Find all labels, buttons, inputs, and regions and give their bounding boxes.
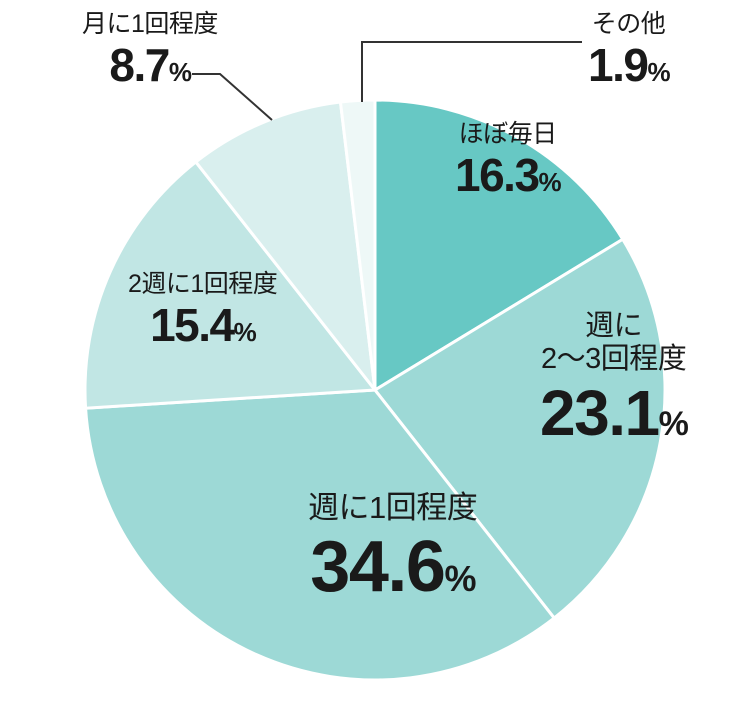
label-1_2weeks: 2週に1回程度15.4% <box>128 270 277 352</box>
label-value: 23.1% <box>540 377 687 451</box>
label-value: 8.7% <box>82 39 218 92</box>
leader-other <box>362 42 582 102</box>
percent-sign: % <box>539 167 561 197</box>
label-value: 16.3% <box>455 149 560 202</box>
label-name: 2週に1回程度 <box>128 270 277 299</box>
label-value: 1.9% <box>588 39 669 92</box>
percent-sign: % <box>234 317 256 347</box>
label-name: 月に1回程度 <box>82 10 218 39</box>
percent-sign: % <box>647 57 669 87</box>
percent-sign: % <box>444 558 475 599</box>
label-1_week: 週に1回程度34.6% <box>308 490 477 608</box>
label-name: ほぼ毎日 <box>455 120 560 149</box>
percent-sign: % <box>169 57 191 87</box>
pie-chart: ほぼ毎日16.3% 週に2〜3回程度23.1% 週に1回程度34.6% 2週に1回程度… <box>0 0 750 720</box>
percent-sign: % <box>659 405 688 443</box>
label-value: 34.6% <box>308 526 477 609</box>
label-2_3_week: 週に2〜3回程度23.1% <box>540 310 687 450</box>
label-other: その他1.9% <box>588 10 669 92</box>
label-name: 週に2〜3回程度 <box>540 310 687 377</box>
label-1_month: 月に1回程度8.7% <box>82 10 218 92</box>
label-name: 週に1回程度 <box>308 490 477 526</box>
label-value: 15.4% <box>128 299 277 352</box>
label-daily: ほぼ毎日16.3% <box>455 120 560 202</box>
label-name: その他 <box>588 10 669 39</box>
